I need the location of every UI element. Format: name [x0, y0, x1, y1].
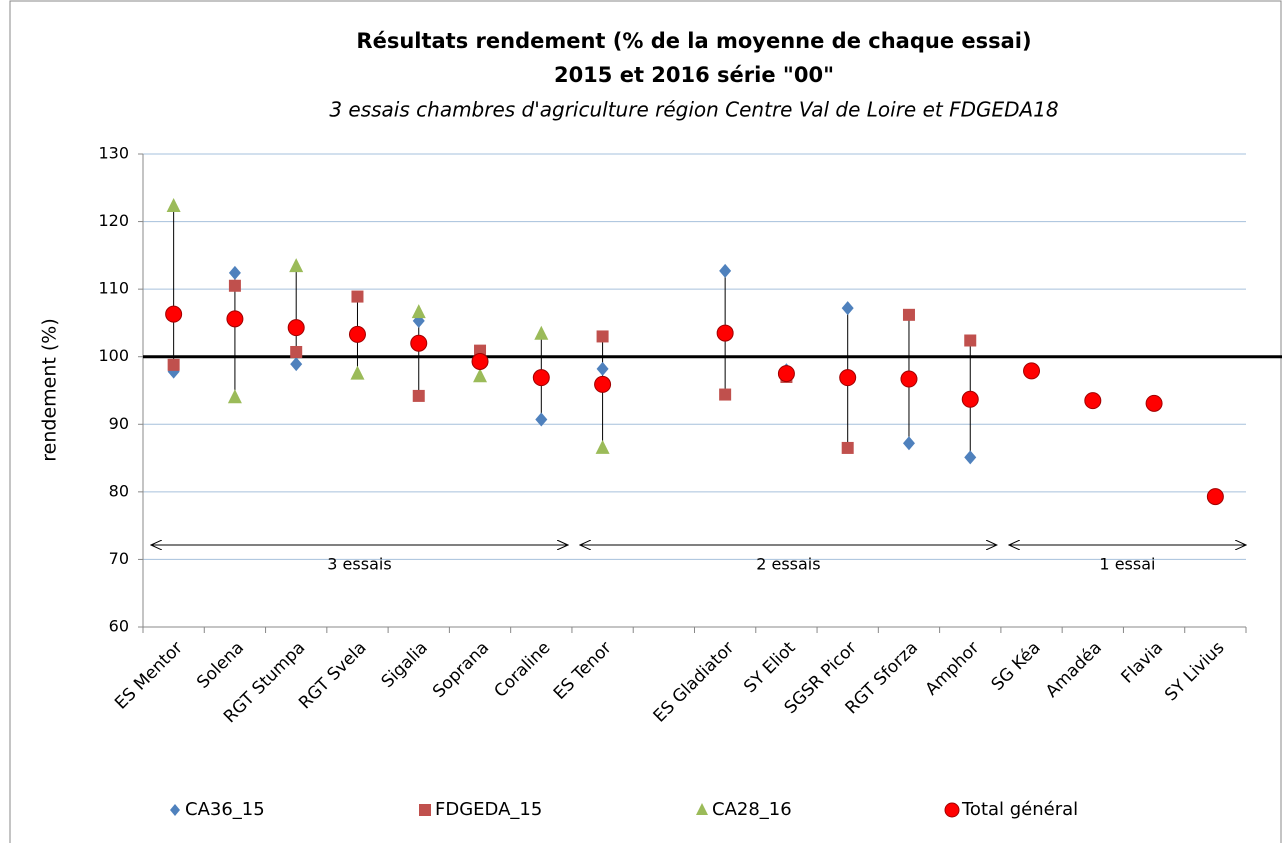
point: [290, 357, 303, 372]
point: [964, 334, 977, 347]
point: [596, 330, 609, 343]
legend-label: FDGEDA_15: [435, 799, 542, 820]
point: [167, 358, 180, 371]
point: [1206, 488, 1224, 506]
chart-subtitle: 3 essais chambres d'agriculture région C…: [329, 98, 1058, 122]
point: [532, 369, 550, 387]
y-tick-label: 110: [98, 279, 129, 298]
frame: [9, 0, 1282, 847]
y-tick-label: 80: [109, 481, 129, 500]
annotation: 2 essais: [756, 555, 820, 574]
point: [595, 439, 610, 454]
point: [410, 334, 428, 352]
point: [287, 319, 305, 337]
point: [1145, 394, 1163, 412]
y-axis-label: rendement (%): [39, 318, 61, 461]
point: [1023, 362, 1041, 380]
point: [289, 258, 304, 273]
point: [348, 325, 366, 343]
point: [839, 369, 857, 387]
point: [902, 436, 915, 451]
point: [412, 389, 425, 402]
point: [226, 310, 244, 328]
legend-label: CA36_15: [185, 799, 265, 820]
legend-label: Total général: [961, 799, 1078, 820]
point: [596, 361, 609, 376]
point: [350, 365, 365, 380]
y-tick-label: 70: [109, 549, 129, 568]
point: [964, 450, 977, 465]
point: [716, 324, 734, 342]
annotation: 3 essais: [327, 555, 391, 574]
y-tick-label: 90: [109, 414, 129, 433]
point: [719, 263, 732, 278]
point: [535, 412, 548, 427]
annotation: 1 essai: [1099, 555, 1155, 574]
point: [411, 304, 426, 319]
point: [900, 370, 918, 388]
y-tick-label: 60: [109, 617, 129, 636]
y-tick-label: 120: [98, 211, 129, 230]
point: [961, 390, 979, 408]
point: [471, 352, 489, 370]
point: [228, 265, 241, 280]
point: [166, 198, 181, 213]
point: [351, 290, 364, 303]
point: [902, 308, 915, 321]
point: [777, 365, 795, 383]
point: [165, 305, 183, 323]
legend-label: CA28_16: [712, 799, 792, 820]
point: [228, 279, 241, 292]
point: [227, 389, 242, 404]
point: [719, 388, 732, 401]
point: [841, 301, 854, 316]
point: [534, 325, 549, 340]
point: [473, 368, 488, 383]
legend-swatch: [170, 804, 180, 816]
y-tick-label: 100: [98, 346, 129, 365]
point: [594, 375, 612, 393]
chart-title: Résultats rendement (% de la moyenne de …: [356, 29, 1031, 53]
legend-swatch: [696, 803, 708, 815]
chart-subtitle: 2015 et 2016 série "00": [554, 63, 834, 87]
point: [1084, 392, 1102, 410]
legend-swatch: [944, 802, 960, 818]
point: [841, 441, 854, 454]
legend-swatch: [419, 804, 431, 816]
y-tick-label: 130: [98, 144, 129, 163]
point: [290, 345, 303, 358]
